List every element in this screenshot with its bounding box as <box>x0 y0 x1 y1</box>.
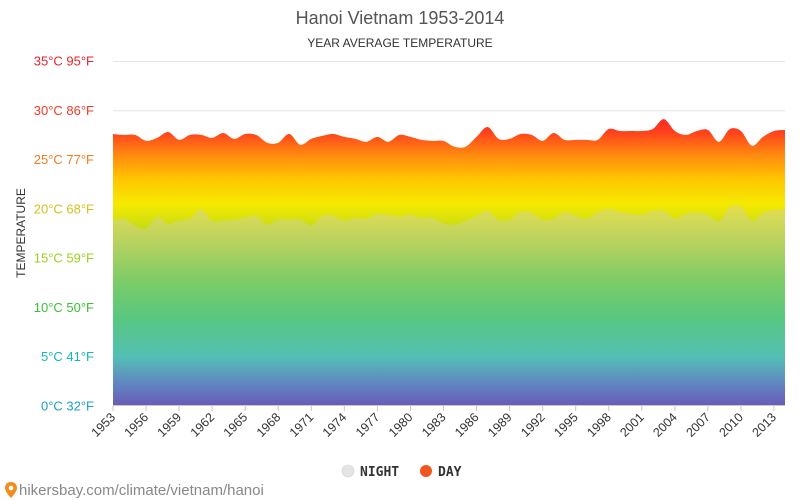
x-tick-label: 2004 <box>650 410 680 440</box>
source-link[interactable]: hikersbay.com/climate/vietnam/hanoi <box>5 482 264 499</box>
x-tick-label: 1995 <box>551 410 581 440</box>
x-tick-label: 1980 <box>386 410 416 440</box>
x-tick-label: 2007 <box>683 410 713 440</box>
x-tick-label: 1989 <box>485 410 515 440</box>
chart-subtitle: YEAR AVERAGE TEMPERATURE <box>307 36 492 50</box>
y-tick-label: 20°C 68°F <box>34 201 94 216</box>
x-tick-label: 1959 <box>155 410 185 440</box>
y-tick-label: 25°C 77°F <box>34 152 94 167</box>
source-url: hikersbay.com/climate/vietnam/hanoi <box>19 482 264 499</box>
y-axis-label: TEMPERATURE <box>14 188 28 278</box>
legend-item-day[interactable]: DAY <box>420 465 462 480</box>
x-tick-label: 1986 <box>452 410 482 440</box>
x-tick-label: 1983 <box>419 410 449 440</box>
legend-day-swatch <box>420 465 432 477</box>
y-tick-label: 35°C 95°F <box>34 54 94 69</box>
x-tick-label: 1971 <box>287 410 317 440</box>
y-tick-label: 30°C 86°F <box>34 103 94 118</box>
legend-night-label: NIGHT <box>360 465 399 480</box>
night-temperature-area <box>113 205 785 406</box>
x-tick-label: 1992 <box>518 410 548 440</box>
day-temperature-area <box>113 119 785 407</box>
legend: NIGHT DAY <box>341 464 462 480</box>
x-tick-label: 1998 <box>584 410 614 440</box>
x-tick-label: 2010 <box>716 410 746 440</box>
x-tick-label: 1977 <box>353 410 383 440</box>
legend-day-label: DAY <box>438 465 462 480</box>
y-axis-ticks: 0°C 32°F 5°C 41°F 10°C 50°F 15°C 59°F 20°C 6… <box>34 54 94 414</box>
x-tick-label: 1965 <box>221 410 251 440</box>
x-tick-label: 1974 <box>320 410 350 440</box>
map-pin-icon <box>5 482 17 498</box>
legend-night-swatch <box>341 464 355 478</box>
x-tick-label: 2013 <box>750 410 780 440</box>
legend-item-night[interactable]: NIGHT <box>341 464 399 480</box>
x-tick-label: 2001 <box>617 410 647 440</box>
y-tick-label: 15°C 59°F <box>34 251 94 266</box>
x-tick-label: 1968 <box>254 410 284 440</box>
chart-title: Hanoi Vietnam 1953-2014 <box>296 8 505 28</box>
y-tick-label: 5°C 41°F <box>41 349 94 364</box>
x-tick-label: 1962 <box>188 410 218 440</box>
x-tick-label: 1953 <box>89 410 119 440</box>
x-tick-label: 1956 <box>122 410 152 440</box>
y-tick-label: 10°C 50°F <box>34 300 94 315</box>
y-tick-label: 0°C 32°F <box>41 399 94 414</box>
x-axis-ticks: 1953 1956 1959 1962 1965 1968 1971 1974 1977 1980… <box>89 406 780 440</box>
